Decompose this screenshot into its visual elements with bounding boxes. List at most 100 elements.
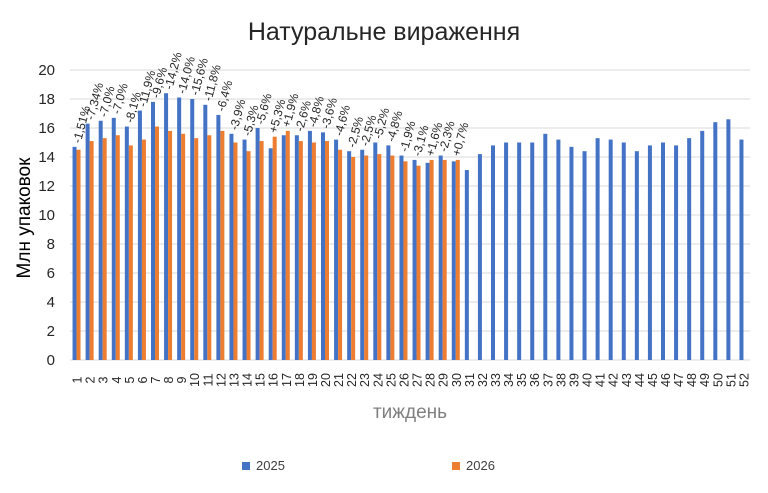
bar-2025-week-25 xyxy=(386,145,391,360)
y-tick-label: 6 xyxy=(47,265,55,282)
bar-2026-week-8 xyxy=(168,130,173,360)
x-tick-label: 24 xyxy=(371,373,385,387)
bar-2025-week-40 xyxy=(582,151,587,360)
x-tick-label: 33 xyxy=(489,373,503,387)
x-tick-label: 5 xyxy=(123,376,137,383)
x-tick-label: 39 xyxy=(567,373,581,387)
bar-2026-week-26 xyxy=(403,161,408,360)
bar-2026-week-13 xyxy=(233,142,238,360)
bar-2025-week-45 xyxy=(647,145,652,360)
bar-2025-week-15 xyxy=(255,128,260,360)
x-tick-label: 22 xyxy=(345,373,359,387)
x-tick-label: 10 xyxy=(188,373,202,387)
bar-2025-week-20 xyxy=(321,132,325,360)
x-tick-label: 16 xyxy=(267,373,281,387)
bar-2025-week-3 xyxy=(98,120,103,360)
y-tick-label: 18 xyxy=(38,91,55,108)
y-tick-label: 14 xyxy=(38,149,55,166)
bar-2026-week-10 xyxy=(194,138,199,360)
x-tick-label: 28 xyxy=(424,373,438,387)
y-tick-label: 8 xyxy=(47,236,55,253)
x-tick-label: 51 xyxy=(724,373,738,387)
bar-2026-week-16 xyxy=(272,136,277,360)
bar-2026-week-27 xyxy=(416,165,421,360)
x-tick-label: 9 xyxy=(175,376,189,383)
bar-2026-week-5 xyxy=(128,145,133,360)
x-tick-label: 2 xyxy=(84,376,98,383)
x-tick-label: 43 xyxy=(620,373,634,387)
x-tick-label: 15 xyxy=(254,373,268,387)
bar-2025-week-16 xyxy=(268,148,273,360)
x-tick-label: 7 xyxy=(149,376,163,383)
bar-2026-week-15 xyxy=(259,141,264,360)
bar-2026-week-6 xyxy=(141,139,146,360)
x-tick-label: 38 xyxy=(554,373,568,387)
bar-2026-week-12 xyxy=(220,130,225,360)
legend-swatch-2025 xyxy=(242,461,250,470)
x-tick-label: 12 xyxy=(214,373,228,387)
x-tick-label: 3 xyxy=(97,376,111,383)
bar-2026-week-4 xyxy=(115,135,120,360)
x-tick-label: 29 xyxy=(437,373,451,387)
bar-2026-week-19 xyxy=(311,142,316,360)
bar-2025-week-49 xyxy=(700,130,705,360)
bar-2025-week-46 xyxy=(661,142,665,360)
x-axis-label: тиждень xyxy=(372,402,448,423)
bar-2025-week-21 xyxy=(334,139,339,360)
bar-2025-week-24 xyxy=(373,142,378,360)
legend-label-2025: 2025 xyxy=(256,458,285,473)
bar-2025-week-50 xyxy=(713,122,718,360)
x-tick-label: 31 xyxy=(463,373,477,387)
x-tick-label: 21 xyxy=(332,373,346,387)
bar-2025-week-1 xyxy=(72,146,77,360)
y-tick-label: 4 xyxy=(47,294,55,311)
x-tick-label: 1 xyxy=(71,376,85,383)
bar-2026-week-17 xyxy=(285,130,290,360)
x-tick-label: 36 xyxy=(528,373,542,387)
x-tick-label: 37 xyxy=(541,373,555,387)
y-tick-label: 10 xyxy=(38,207,55,224)
x-tick-label: 14 xyxy=(241,373,255,387)
x-tick-label: 44 xyxy=(633,373,647,387)
y-tick-label: 0 xyxy=(47,352,55,369)
y-tick-label: 16 xyxy=(38,120,55,137)
x-tick-label: 35 xyxy=(515,373,529,387)
y-tick-label: 2 xyxy=(47,323,55,340)
bar-2025-week-29 xyxy=(438,155,443,360)
bar-2025-week-48 xyxy=(687,138,692,360)
legend: 2025 2026 xyxy=(0,458,768,478)
x-tick-label: 30 xyxy=(450,373,464,387)
bar-2025-week-47 xyxy=(674,145,679,360)
y-tick-label: 12 xyxy=(38,178,55,195)
bar-2026-week-21 xyxy=(338,149,343,360)
bar-2025-week-32 xyxy=(477,154,482,360)
x-tick-label: 32 xyxy=(476,373,490,387)
x-tick-label: 17 xyxy=(280,373,294,387)
x-tick-label: 11 xyxy=(201,373,215,386)
bar-2025-week-11 xyxy=(203,104,208,360)
x-tick-label: 19 xyxy=(306,373,320,387)
legend-item-2026: 2026 xyxy=(452,458,495,473)
legend-swatch-2026 xyxy=(452,461,460,470)
bar-2025-week-44 xyxy=(634,151,639,360)
bar-2025-week-34 xyxy=(504,142,509,360)
bar-2025-week-38 xyxy=(556,139,561,360)
bar-2025-week-13 xyxy=(229,133,234,360)
bar-2025-week-36 xyxy=(530,142,535,360)
x-tick-label: 52 xyxy=(737,373,751,387)
bar-2025-week-7 xyxy=(151,101,155,361)
bar-2025-week-39 xyxy=(569,146,574,360)
x-tick-label: 13 xyxy=(227,373,241,387)
bar-2026-week-30 xyxy=(455,159,460,360)
x-tick-label: 47 xyxy=(672,373,686,387)
x-tick-label: 6 xyxy=(136,376,150,383)
x-tick-label: 46 xyxy=(659,373,673,387)
bar-2025-week-35 xyxy=(517,142,522,360)
bar-2025-week-6 xyxy=(137,110,142,360)
x-tick-label: 50 xyxy=(711,373,725,387)
bar-2025-week-9 xyxy=(177,97,182,361)
bar-2025-week-18 xyxy=(294,135,299,360)
bar-2025-week-23 xyxy=(360,149,365,360)
x-tick-label: 42 xyxy=(607,373,621,387)
